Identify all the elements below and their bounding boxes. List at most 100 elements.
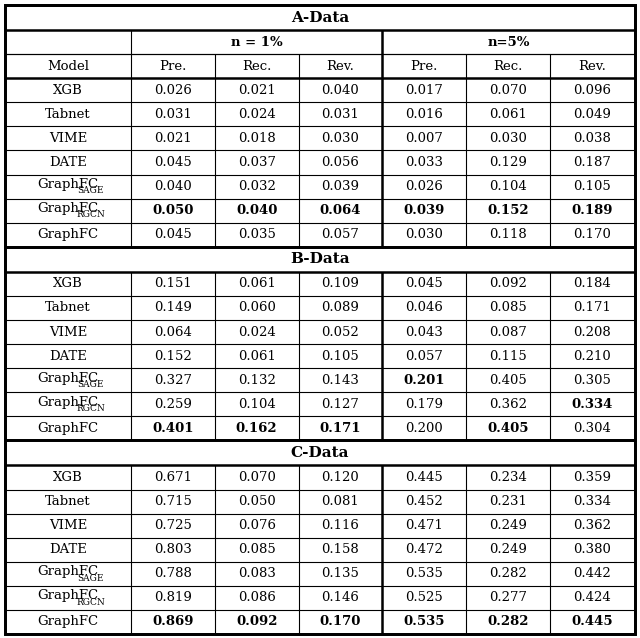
Text: 0.045: 0.045 [154, 228, 192, 241]
Text: 0.200: 0.200 [405, 422, 443, 435]
Text: GraphFC: GraphFC [37, 228, 99, 241]
Text: 0.092: 0.092 [236, 616, 277, 628]
Text: 0.249: 0.249 [489, 519, 527, 532]
Text: 0.064: 0.064 [320, 204, 361, 217]
Text: 0.869: 0.869 [152, 616, 194, 628]
Text: 0.171: 0.171 [573, 302, 611, 315]
Text: 0.031: 0.031 [321, 108, 360, 121]
Text: 0.671: 0.671 [154, 471, 192, 484]
Text: 0.282: 0.282 [489, 567, 527, 581]
Text: 0.452: 0.452 [405, 495, 443, 508]
Text: XGB: XGB [53, 471, 83, 484]
Text: DATE: DATE [49, 156, 87, 169]
Text: 0.043: 0.043 [405, 325, 444, 339]
Text: 0.127: 0.127 [321, 397, 360, 411]
Text: XGB: XGB [53, 84, 83, 97]
Text: 0.109: 0.109 [321, 278, 360, 290]
Text: 0.017: 0.017 [405, 84, 444, 97]
Text: 0.234: 0.234 [489, 471, 527, 484]
Text: 0.076: 0.076 [237, 519, 276, 532]
Text: XGB: XGB [53, 278, 83, 290]
Text: 0.039: 0.039 [321, 180, 360, 193]
Text: 0.040: 0.040 [154, 180, 192, 193]
Text: GraphFC: GraphFC [37, 590, 99, 602]
Text: 0.060: 0.060 [237, 302, 276, 315]
Text: 0.179: 0.179 [405, 397, 444, 411]
Text: Pre.: Pre. [159, 60, 187, 73]
Text: 0.135: 0.135 [321, 567, 360, 581]
Text: 0.032: 0.032 [237, 180, 276, 193]
Text: SAGE: SAGE [77, 380, 104, 389]
Text: 0.152: 0.152 [487, 204, 529, 217]
Text: 0.030: 0.030 [489, 132, 527, 145]
Text: 0.105: 0.105 [322, 350, 359, 362]
Text: GraphFC: GraphFC [37, 372, 99, 385]
Text: 0.061: 0.061 [237, 278, 276, 290]
Text: RGCN: RGCN [76, 211, 105, 219]
Text: 0.115: 0.115 [489, 350, 527, 362]
Text: 0.021: 0.021 [238, 84, 276, 97]
Text: 0.184: 0.184 [573, 278, 611, 290]
Text: 0.525: 0.525 [405, 591, 443, 604]
Text: 0.149: 0.149 [154, 302, 192, 315]
Text: 0.046: 0.046 [405, 302, 444, 315]
Text: GraphFC: GraphFC [37, 396, 99, 409]
Text: 0.405: 0.405 [489, 374, 527, 387]
Text: 0.064: 0.064 [154, 325, 192, 339]
Text: 0.024: 0.024 [238, 108, 276, 121]
Text: 0.085: 0.085 [238, 543, 276, 556]
Text: Rev.: Rev. [578, 60, 606, 73]
Text: 0.305: 0.305 [573, 374, 611, 387]
Text: B-Data: B-Data [290, 252, 350, 266]
Text: 0.116: 0.116 [321, 519, 360, 532]
Text: Tabnet: Tabnet [45, 302, 91, 315]
Text: 0.129: 0.129 [489, 156, 527, 169]
Text: 0.187: 0.187 [573, 156, 611, 169]
Text: Tabnet: Tabnet [45, 108, 91, 121]
Text: 0.021: 0.021 [154, 132, 192, 145]
Text: 0.380: 0.380 [573, 543, 611, 556]
Text: 0.146: 0.146 [321, 591, 360, 604]
Text: 0.056: 0.056 [321, 156, 360, 169]
Text: 0.038: 0.038 [573, 132, 611, 145]
Text: 0.152: 0.152 [154, 350, 192, 362]
Text: 0.061: 0.061 [237, 350, 276, 362]
Text: 0.061: 0.061 [489, 108, 527, 121]
Text: A-Data: A-Data [291, 11, 349, 24]
Text: Rec.: Rec. [493, 60, 523, 73]
Text: Rev.: Rev. [326, 60, 355, 73]
Text: 0.819: 0.819 [154, 591, 192, 604]
Text: C-Data: C-Data [291, 446, 349, 460]
Text: 0.031: 0.031 [154, 108, 192, 121]
Text: 0.170: 0.170 [320, 616, 361, 628]
Text: 0.471: 0.471 [405, 519, 444, 532]
Text: 0.030: 0.030 [321, 132, 360, 145]
Text: Tabnet: Tabnet [45, 495, 91, 508]
Text: 0.105: 0.105 [573, 180, 611, 193]
Text: 0.037: 0.037 [237, 156, 276, 169]
Text: 0.334: 0.334 [573, 495, 611, 508]
Text: 0.535: 0.535 [403, 616, 445, 628]
Text: 0.259: 0.259 [154, 397, 192, 411]
Text: 0.118: 0.118 [489, 228, 527, 241]
Text: 0.033: 0.033 [405, 156, 444, 169]
Text: 0.045: 0.045 [405, 278, 443, 290]
Text: 0.359: 0.359 [573, 471, 611, 484]
Text: 0.049: 0.049 [573, 108, 611, 121]
Text: 0.210: 0.210 [573, 350, 611, 362]
Text: 0.158: 0.158 [322, 543, 359, 556]
Text: 0.788: 0.788 [154, 567, 192, 581]
Text: 0.282: 0.282 [487, 616, 529, 628]
Text: 0.362: 0.362 [573, 519, 611, 532]
Text: 0.026: 0.026 [154, 84, 192, 97]
Text: DATE: DATE [49, 350, 87, 362]
Text: RGCN: RGCN [76, 404, 105, 413]
Text: 0.231: 0.231 [489, 495, 527, 508]
Text: 0.445: 0.445 [571, 616, 612, 628]
Text: 0.104: 0.104 [238, 397, 276, 411]
Text: n = 1%: n = 1% [231, 36, 283, 48]
Text: 0.334: 0.334 [571, 397, 612, 411]
Text: Rec.: Rec. [242, 60, 271, 73]
Text: 0.081: 0.081 [322, 495, 359, 508]
Text: 0.045: 0.045 [154, 156, 192, 169]
